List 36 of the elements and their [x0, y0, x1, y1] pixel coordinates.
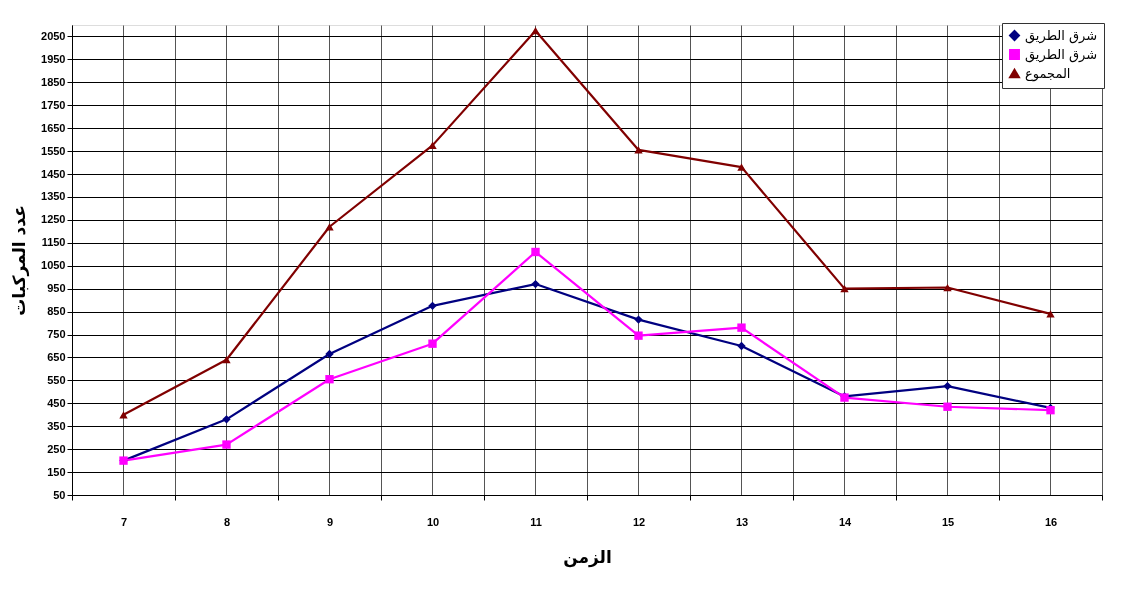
y-tick-label: 1750 [41, 98, 66, 111]
x-tick-label: 12 [632, 515, 646, 528]
y-tick-label: 150 [47, 465, 66, 478]
x-tick-label: 10 [426, 515, 440, 528]
x-tick-label: 11 [530, 515, 542, 528]
x-axis-title: الزمن [563, 546, 612, 568]
y-tick-label: 1650 [41, 121, 66, 134]
y-tick-label: 1350 [41, 190, 66, 203]
y-tick-label: 1950 [41, 52, 66, 65]
legend-label: شرق الطريق [1025, 46, 1098, 63]
y-tick-label: 1150 [41, 236, 66, 249]
y-tick-label: 1850 [41, 75, 66, 88]
y-tick-label: 1550 [41, 144, 66, 157]
y-tick-label: 250 [47, 442, 66, 455]
y-tick-label: 850 [47, 305, 66, 318]
legend-label: شرق الطريق [1025, 27, 1098, 44]
x-tick-label: 16 [1044, 515, 1058, 528]
y-tick-label: 650 [47, 350, 66, 363]
y-tick-label: 550 [47, 373, 66, 386]
y-tick-label: 450 [47, 396, 66, 409]
y-tick-label: 350 [47, 419, 66, 432]
x-tick-label: 7 [120, 515, 128, 528]
x-tick-label: 14 [838, 515, 852, 528]
y-axis-title: عدد المركبات [9, 205, 31, 316]
x-tick-label: 9 [326, 515, 334, 528]
y-tick-label: 50 [53, 488, 66, 501]
y-tick-label: 2050 [41, 29, 66, 42]
y-tick-label: 1050 [41, 259, 66, 272]
y-tick-label: 1250 [41, 213, 66, 226]
y-tick-label: 750 [47, 328, 66, 341]
x-tick-label: 13 [735, 515, 749, 528]
y-tick-label: 1450 [41, 167, 66, 180]
x-tick-label: 15 [941, 515, 955, 528]
x-tick-label: 8 [223, 515, 231, 528]
legend-label: المجموع [1025, 65, 1071, 82]
y-tick-label: 950 [47, 282, 66, 295]
